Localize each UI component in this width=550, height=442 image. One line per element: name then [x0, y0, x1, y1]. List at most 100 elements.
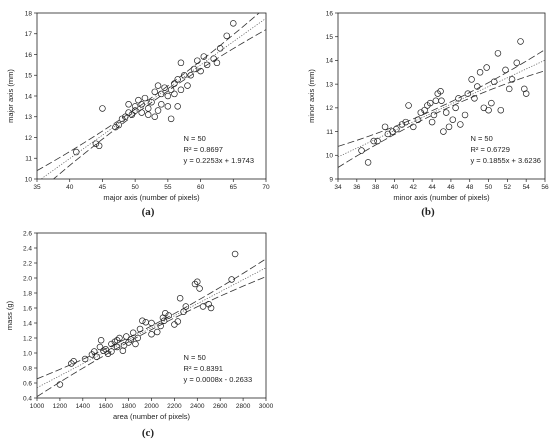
- data-point: [452, 104, 459, 112]
- plot-area: [36, 232, 267, 399]
- data-point: [513, 59, 521, 67]
- data-point: [154, 82, 162, 89]
- data-point: [125, 101, 132, 108]
- y-tick-label: 0.8: [23, 365, 32, 372]
- x-tick-label: 40: [391, 184, 399, 191]
- data-point: [389, 128, 396, 135]
- stats-line-2: R² = 0.8391: [184, 364, 223, 373]
- data-point: [160, 317, 168, 325]
- data-point: [393, 125, 400, 133]
- data-point: [187, 71, 195, 79]
- stats-line-3: y = 0.1855x + 3.6236: [470, 156, 540, 165]
- y-tick-label: 13: [326, 81, 334, 88]
- data-point: [132, 340, 139, 348]
- x-tick-label: 2200: [167, 403, 182, 410]
- data-point: [81, 355, 89, 363]
- data-point: [197, 67, 204, 75]
- data-point: [128, 111, 136, 118]
- y-axis-label: mass (g): [5, 300, 14, 330]
- data-point: [171, 80, 178, 87]
- data-point: [449, 116, 457, 123]
- x-tick-label: 42: [410, 184, 418, 191]
- y-axis-label: minor axis (mm): [307, 69, 316, 123]
- y-tick-label: 10: [25, 176, 33, 183]
- data-point: [223, 32, 230, 40]
- x-tick-label: 3000: [259, 403, 274, 410]
- data-point: [402, 118, 409, 126]
- data-point: [122, 113, 129, 120]
- x-tick-label: 38: [372, 184, 380, 191]
- x-tick-label: 46: [447, 184, 455, 191]
- x-tick-label: 70: [262, 184, 270, 191]
- data-point: [151, 113, 159, 120]
- data-point: [161, 84, 168, 91]
- data-point: [176, 295, 184, 302]
- y-tick-label: 2.4: [23, 245, 32, 252]
- data-point: [96, 343, 104, 351]
- lower-band-line: [37, 276, 266, 397]
- y-axis-label: major axis (mm): [6, 69, 15, 123]
- data-point: [158, 90, 165, 98]
- chart-panel-3: 1000 1200 1400 1600 1800 2000 2200 2400 2600 2800…: [5, 230, 274, 439]
- data-point: [92, 140, 100, 147]
- y-tick-label: 9: [329, 176, 333, 183]
- data-point: [196, 285, 203, 292]
- upper-band-line: [338, 49, 545, 147]
- data-point: [358, 147, 365, 154]
- data-point: [93, 353, 100, 361]
- x-tick-label: 1000: [30, 403, 45, 410]
- data-point: [131, 103, 139, 110]
- data-point: [177, 59, 185, 67]
- x-tick-label: 40: [66, 184, 74, 191]
- y-tick-label: 1.4: [23, 320, 32, 327]
- data-point: [113, 337, 121, 344]
- x-tick-label: 1400: [76, 403, 91, 410]
- data-point: [167, 115, 175, 123]
- data-point: [73, 148, 80, 156]
- y-tick-label: 15: [25, 73, 33, 80]
- data-point: [231, 250, 239, 258]
- data-point: [445, 123, 453, 131]
- data-point: [203, 61, 211, 69]
- data-point: [199, 303, 207, 310]
- data-point: [414, 116, 422, 123]
- data-point: [113, 343, 121, 351]
- stats-line-1: N = 50: [184, 353, 206, 362]
- data-point: [490, 78, 498, 86]
- data-point: [138, 101, 145, 108]
- lower-band-line: [52, 29, 266, 179]
- stats-line-1: N = 50: [470, 134, 492, 143]
- data-point: [190, 65, 198, 73]
- x-tick-label: 44: [428, 184, 436, 191]
- data-point: [151, 88, 159, 96]
- y-tick-label: 1.6: [23, 305, 32, 312]
- y-tick-label: 2.0: [23, 275, 32, 282]
- data-point: [494, 50, 502, 57]
- data-point: [144, 105, 152, 112]
- data-point: [115, 121, 123, 129]
- lower-band-line: [338, 70, 545, 168]
- data-point: [488, 99, 495, 107]
- data-point: [228, 276, 235, 283]
- data-point: [167, 86, 175, 94]
- data-point: [161, 310, 169, 317]
- y-tick-label: 18: [25, 10, 33, 17]
- data-point: [398, 121, 406, 128]
- data-point: [144, 111, 152, 118]
- chart-panel-2: 34 36 38 40 42 44 46 48 50 52 54 56 9 10 11 12 13 14 15 16 m…: [307, 10, 549, 218]
- data-point: [213, 59, 221, 67]
- data-point: [517, 38, 524, 45]
- data-point: [432, 97, 440, 104]
- data-point: [134, 334, 142, 342]
- data-point: [180, 308, 187, 316]
- stats-line-3: y = 0.0008x - 0.2633: [184, 375, 253, 384]
- data-point: [230, 20, 237, 27]
- data-point: [508, 76, 516, 83]
- y-tick-label: 14: [25, 93, 33, 100]
- data-point: [464, 90, 472, 97]
- regression-line: [338, 59, 545, 158]
- y-tick-label: 0.4: [23, 395, 32, 402]
- data-point: [421, 106, 428, 114]
- data-point: [125, 109, 132, 116]
